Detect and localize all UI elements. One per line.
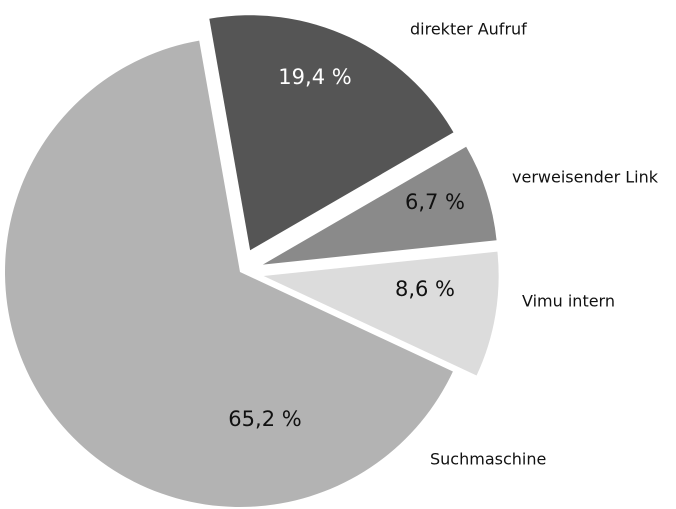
pie-slice xyxy=(4,40,453,508)
pie-slice xyxy=(209,15,454,251)
slice-value-label: 65,2 % xyxy=(228,407,301,431)
slice-value-label: 6,7 % xyxy=(405,190,465,214)
slice-category-label: verweisender Link xyxy=(512,168,659,187)
slice-category-label: Suchmaschine xyxy=(430,450,546,469)
pie-slice xyxy=(262,146,497,265)
slice-value-label: 8,6 % xyxy=(395,277,455,301)
slice-category-label: direkter Aufruf xyxy=(410,20,527,39)
pie-slice xyxy=(263,251,499,376)
slice-category-label: Vimu intern xyxy=(522,292,615,311)
slice-value-label: 19,4 % xyxy=(278,65,351,89)
